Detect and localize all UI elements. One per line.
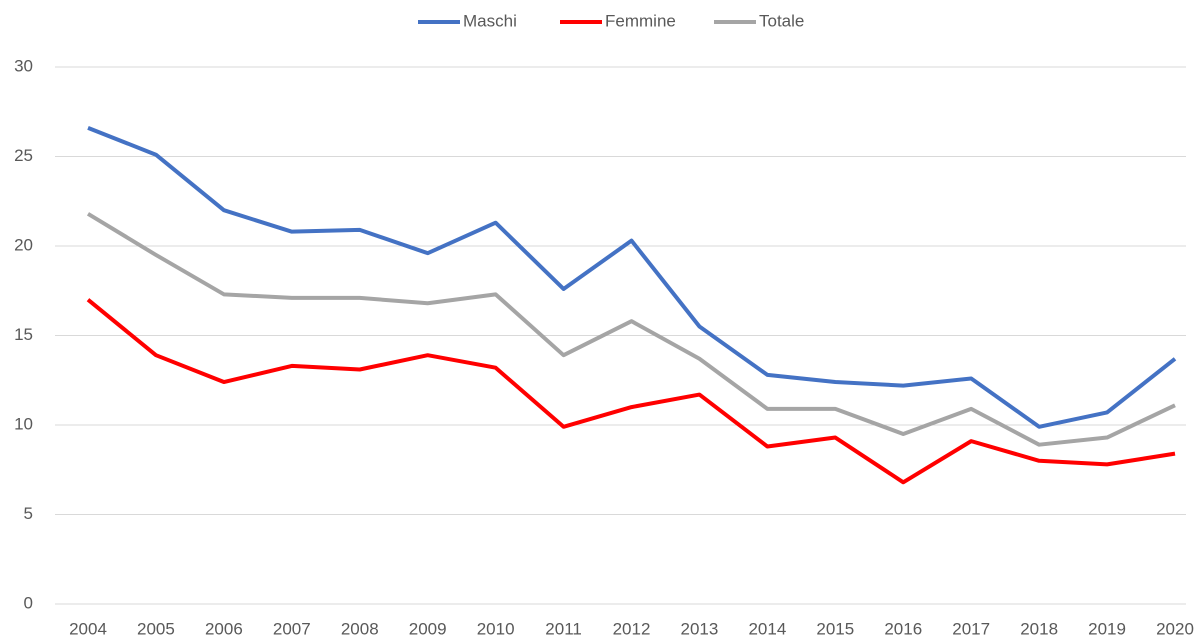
x-tick-label: 2005 xyxy=(137,619,175,638)
x-tick-label: 2017 xyxy=(952,619,990,638)
y-tick-label: 20 xyxy=(14,235,33,254)
x-tick-label: 2007 xyxy=(273,619,311,638)
line-series xyxy=(86,298,1176,485)
y-tick-label: 10 xyxy=(14,414,33,433)
x-tick-label: 2016 xyxy=(884,619,922,638)
y-tick-label: 5 xyxy=(24,504,33,523)
x-tick-label: 2020 xyxy=(1156,619,1194,638)
legend-label: Maschi xyxy=(463,11,517,30)
legend-label: Totale xyxy=(759,11,804,30)
x-tick-label: 2010 xyxy=(477,619,515,638)
y-tick-label: 30 xyxy=(14,56,33,75)
x-tick-label: 2012 xyxy=(613,619,651,638)
x-tick-label: 2009 xyxy=(409,619,447,638)
y-tick-label: 25 xyxy=(14,146,33,165)
x-tick-label: 2019 xyxy=(1088,619,1126,638)
x-tick-label: 2014 xyxy=(748,619,786,638)
x-tick-label: 2015 xyxy=(816,619,854,638)
y-tick-label: 0 xyxy=(24,593,33,612)
x-tick-label: 2006 xyxy=(205,619,243,638)
x-tick-label: 2004 xyxy=(69,619,107,638)
x-tick-label: 2011 xyxy=(545,619,582,638)
x-tick-label: 2018 xyxy=(1020,619,1058,638)
y-tick-label: 15 xyxy=(14,325,33,344)
line-series xyxy=(87,125,1177,429)
x-tick-label: 2013 xyxy=(681,619,719,638)
line-series xyxy=(86,212,1176,447)
x-tick-label: 2008 xyxy=(341,619,379,638)
legend-label: Femmine xyxy=(605,11,676,30)
